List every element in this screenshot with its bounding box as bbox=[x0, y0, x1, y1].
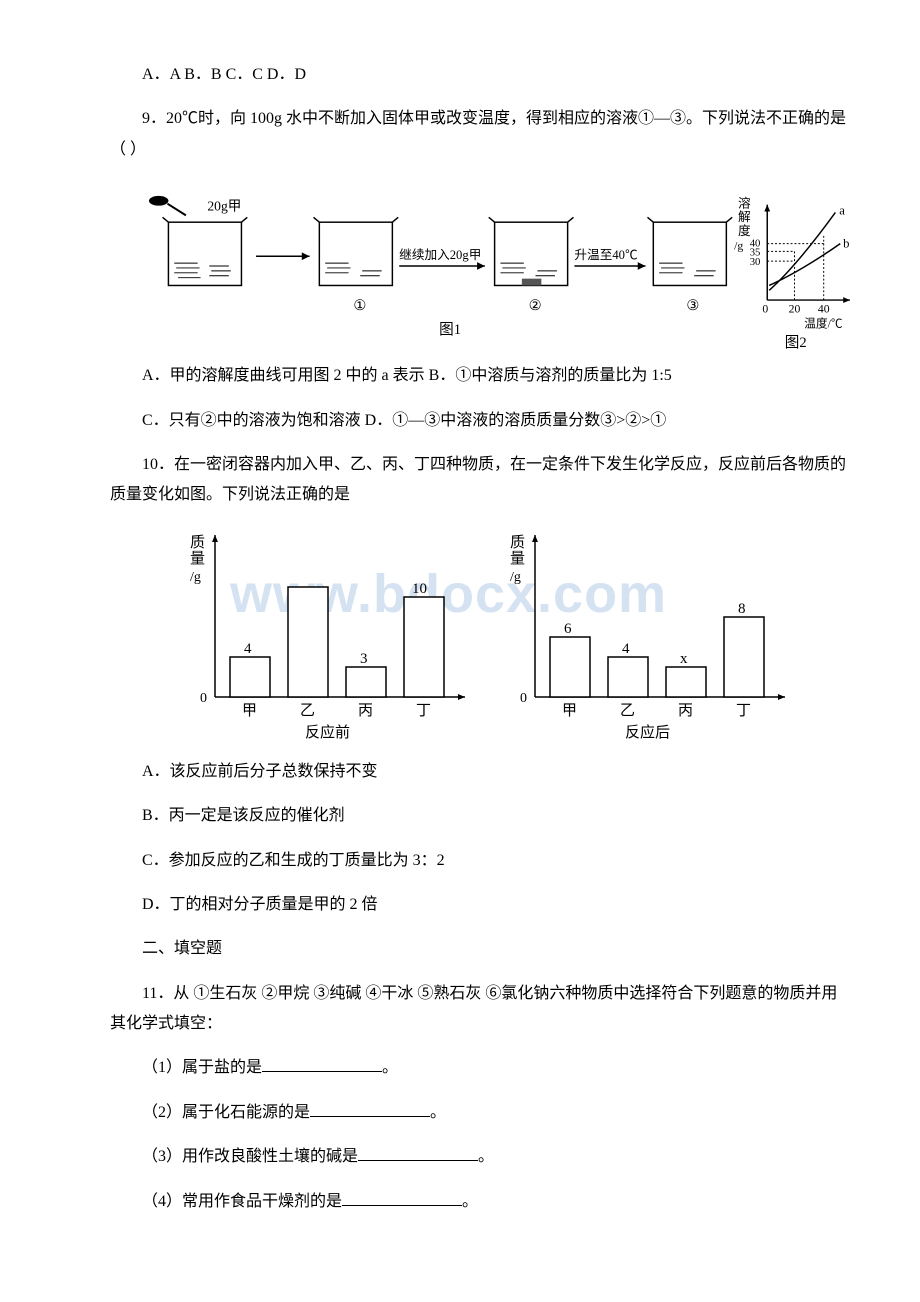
svg-text:0: 0 bbox=[520, 691, 527, 706]
blank-2 bbox=[310, 1116, 430, 1117]
svg-text:丙: 丙 bbox=[678, 703, 693, 719]
svg-text:甲: 甲 bbox=[562, 703, 577, 719]
q11-sub3: （3）用作改良酸性土壤的碱是。 bbox=[110, 1142, 850, 1172]
q10-before-caption: 反应前 bbox=[305, 723, 350, 741]
q9-beaker1-label: ① bbox=[353, 298, 366, 314]
svg-text:质: 质 bbox=[190, 534, 205, 551]
svg-text:解: 解 bbox=[738, 210, 751, 224]
blank-1 bbox=[262, 1071, 382, 1072]
q9-caption1: 图1 bbox=[439, 322, 461, 338]
svg-text:10: 10 bbox=[412, 581, 427, 597]
q9-add-label: 20g甲 bbox=[207, 199, 241, 214]
q10-after-caption: 反应后 bbox=[625, 723, 670, 741]
q10-opt-b: B．丙一定是该反应的催化剂 bbox=[110, 801, 850, 831]
q9-xtick-40: 40 bbox=[818, 303, 830, 316]
svg-text:4: 4 bbox=[622, 641, 630, 657]
svg-text:量: 量 bbox=[190, 551, 205, 567]
blank-4 bbox=[342, 1205, 462, 1206]
svg-text:乙: 乙 bbox=[620, 703, 635, 719]
q10-opt-a: A．该反应前后分子总数保持不变 bbox=[110, 757, 850, 787]
q8-options: A．A B．B C．C D．D bbox=[110, 60, 850, 90]
q10-cat-jia: 甲 bbox=[242, 703, 257, 719]
q10-opt-c: C．参加反应的乙和生成的丁质量比为 3：2 bbox=[110, 846, 850, 876]
q9-xtick-20: 20 bbox=[789, 303, 801, 316]
svg-text:/g: /g bbox=[510, 570, 521, 585]
q11-sub4: （4）常用作食品干燥剂的是。 bbox=[110, 1187, 850, 1217]
svg-text:量: 量 bbox=[510, 551, 525, 567]
q9-opt-ab: A．甲的溶解度曲线可用图 2 中的 a 表示 B．①中溶质与溶剂的质量比为 1:… bbox=[110, 361, 850, 391]
svg-text:x: x bbox=[680, 651, 688, 667]
section2-heading: 二、填空题 bbox=[110, 934, 850, 964]
svg-text:/g: /g bbox=[190, 570, 201, 585]
q9-curve-b: b bbox=[843, 237, 849, 251]
q9-ytick-30: 30 bbox=[750, 256, 761, 268]
q11-sub2: （2）属于化石能源的是。 bbox=[110, 1098, 850, 1128]
svg-text:4: 4 bbox=[244, 641, 252, 657]
q9-figure: 20g甲 bbox=[110, 181, 850, 351]
q9-curve-a: a bbox=[839, 204, 845, 218]
q10-opt-d: D．丁的相对分子质量是甲的 2 倍 bbox=[110, 890, 850, 920]
q10-cat-ding: 丁 bbox=[416, 703, 431, 719]
q10-figure: www.bdocx.com 质 量 /g 0 4 甲 乙 bbox=[110, 527, 850, 747]
svg-text:3: 3 bbox=[360, 651, 368, 667]
q9-beaker3-label: ③ bbox=[686, 298, 699, 314]
q9-step2-label: 继续加入20g甲 bbox=[399, 248, 481, 262]
svg-text:8: 8 bbox=[738, 601, 746, 617]
q11-text: 11．从 ①生石灰 ②甲烷 ③纯碱 ④干冰 ⑤熟石灰 ⑥氯化钠六种物质中选择符合… bbox=[110, 979, 850, 1040]
q9-beaker2-label: ② bbox=[529, 298, 542, 314]
q9-step3-label: 升温至40℃ bbox=[574, 248, 638, 262]
svg-text:0: 0 bbox=[200, 691, 207, 706]
svg-text:6: 6 bbox=[564, 621, 572, 637]
svg-text:/g: /g bbox=[734, 240, 743, 253]
q9-xtick-0: 0 bbox=[762, 303, 768, 316]
q9-ylabel: 溶 bbox=[738, 197, 751, 211]
svg-text:丁: 丁 bbox=[736, 703, 751, 719]
q10-cat-bing: 丙 bbox=[358, 703, 373, 719]
q9-xlabel: 温度/℃ bbox=[804, 317, 843, 331]
q9-caption2: 图2 bbox=[785, 335, 807, 351]
q10-cat-yi: 乙 bbox=[300, 703, 315, 719]
blank-3 bbox=[358, 1160, 478, 1161]
svg-text:度: 度 bbox=[738, 223, 751, 238]
q10-text: 10．在一密闭容器内加入甲、乙、丙、丁四种物质，在一定条件下发生化学反应，反应前… bbox=[110, 450, 850, 511]
q11-sub1: （1）属于盐的是。 bbox=[110, 1053, 850, 1083]
svg-text:质: 质 bbox=[510, 534, 525, 551]
q9-opt-cd: C．只有②中的溶液为饱和溶液 D．①—③中溶液的溶质质量分数③>②>① bbox=[110, 406, 850, 436]
q9-text: 9．20℃时，向 100g 水中不断加入固体甲或改变温度，得到相应的溶液①—③。… bbox=[110, 104, 850, 165]
